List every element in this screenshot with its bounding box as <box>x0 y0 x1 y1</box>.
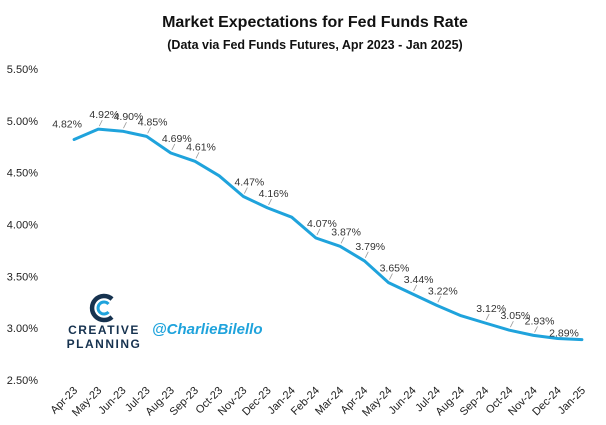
y-tick-label: 4.50% <box>7 168 38 180</box>
data-label: 3.87% <box>331 226 361 238</box>
data-label: 4.90% <box>114 111 144 123</box>
data-label: 4.47% <box>234 177 264 189</box>
data-label-leader <box>316 228 321 236</box>
data-label: 4.61% <box>186 141 216 153</box>
data-label-leader <box>123 122 127 129</box>
series-line <box>72 127 584 342</box>
data-label-leader <box>389 273 393 280</box>
data-label-leader <box>485 313 490 321</box>
x-axis: Apr-23May-23Jun-23Jul-23Aug-23Sep-23Oct-… <box>48 385 588 419</box>
y-tick-label: 2.50% <box>7 375 38 387</box>
chart-title: Market Expectations for Fed Funds Rate <box>162 14 468 31</box>
data-label: 3.65% <box>380 263 410 275</box>
data-label-leader <box>98 119 103 127</box>
data-labels: 4.82% 4.92%4.90%4.85% 4.69%4.61% 4.47%4.16%… <box>52 109 579 339</box>
y-tick-label: 3.00% <box>7 323 38 335</box>
creative-planning-logo-icon <box>89 293 114 323</box>
data-label-leader <box>510 321 514 328</box>
company-name-line2: PLANNING <box>67 337 142 351</box>
data-label-leader <box>534 326 538 333</box>
data-label-leader <box>147 127 151 134</box>
x-tick-label: Jan-25 <box>556 385 588 417</box>
data-label: 3.79% <box>355 241 385 253</box>
data-label-leader <box>340 237 345 244</box>
x-tick-label: Jun-23 <box>96 385 128 417</box>
y-tick-label: 3.50% <box>7 271 38 283</box>
data-label: 4.16% <box>259 188 289 200</box>
data-label: 4.69% <box>162 133 192 145</box>
y-tick-label: 5.00% <box>7 116 38 128</box>
data-label: 4.82% <box>52 118 82 130</box>
data-label: 4.92% <box>89 109 119 121</box>
data-label: 2.93% <box>525 315 555 327</box>
data-label: 3.44% <box>404 274 434 286</box>
data-label-leaders <box>98 119 538 333</box>
data-label: 4.07% <box>307 218 337 230</box>
company-name-line1: CREATIVE <box>68 323 140 337</box>
x-tick-label: Jun-24 <box>386 385 418 417</box>
creative-planning-logo: CREATIVE PLANNING <box>67 293 142 351</box>
data-label: 3.12% <box>476 303 506 315</box>
data-label: 3.05% <box>500 310 530 322</box>
data-label: 4.85% <box>138 116 168 128</box>
data-label-leader <box>195 152 200 159</box>
data-label-leader <box>437 296 442 303</box>
y-tick-label: 4.00% <box>7 220 38 232</box>
data-label-leader <box>413 284 417 292</box>
data-label: 2.89% <box>549 328 579 340</box>
y-axis: 5.50% 5.00% 4.50% 4.00% 3.50% 3.00% 2.50% <box>7 64 38 387</box>
y-tick-label: 5.50% <box>7 64 38 76</box>
data-label-leader <box>268 198 272 206</box>
data-label-leader <box>244 187 248 194</box>
data-label-leader <box>171 143 176 151</box>
author-handle: @CharlieBilello <box>152 321 263 338</box>
data-label: 3.22% <box>428 285 458 297</box>
data-label-leader <box>364 251 369 258</box>
chart-subtitle: (Data via Fed Funds Futures, Apr 2023 - … <box>167 38 462 52</box>
